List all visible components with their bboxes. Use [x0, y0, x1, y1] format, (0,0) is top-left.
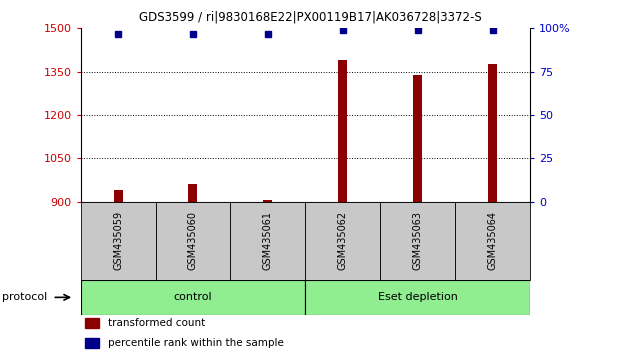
Bar [231, 202, 306, 280]
Bar [413, 75, 422, 202]
Bar [85, 318, 99, 328]
Text: GDS3599 / ri|9830168E22|PX00119B17|AK036728|3372-S: GDS3599 / ri|9830168E22|PX00119B17|AK036… [139, 11, 481, 24]
Text: Eset depletion: Eset depletion [378, 292, 458, 302]
Text: GSM435062: GSM435062 [338, 211, 348, 270]
Bar [305, 280, 530, 315]
Text: protocol: protocol [2, 292, 47, 302]
Bar [85, 338, 99, 348]
Text: GSM435059: GSM435059 [113, 211, 123, 270]
Bar [264, 200, 272, 202]
Text: GSM435061: GSM435061 [263, 211, 273, 270]
Bar [156, 202, 231, 280]
Bar [81, 202, 156, 280]
Text: GSM435063: GSM435063 [413, 211, 423, 270]
Text: transformed count: transformed count [108, 318, 205, 328]
Bar [113, 190, 123, 202]
Bar [488, 64, 497, 202]
Bar [455, 202, 530, 280]
Text: GSM435064: GSM435064 [488, 211, 498, 270]
Text: GSM435060: GSM435060 [188, 211, 198, 270]
Bar [188, 184, 197, 202]
Bar [305, 202, 380, 280]
Text: percentile rank within the sample: percentile rank within the sample [108, 338, 283, 348]
Bar [339, 60, 347, 202]
Bar [81, 280, 305, 315]
Bar [380, 202, 455, 280]
Text: control: control [174, 292, 212, 302]
